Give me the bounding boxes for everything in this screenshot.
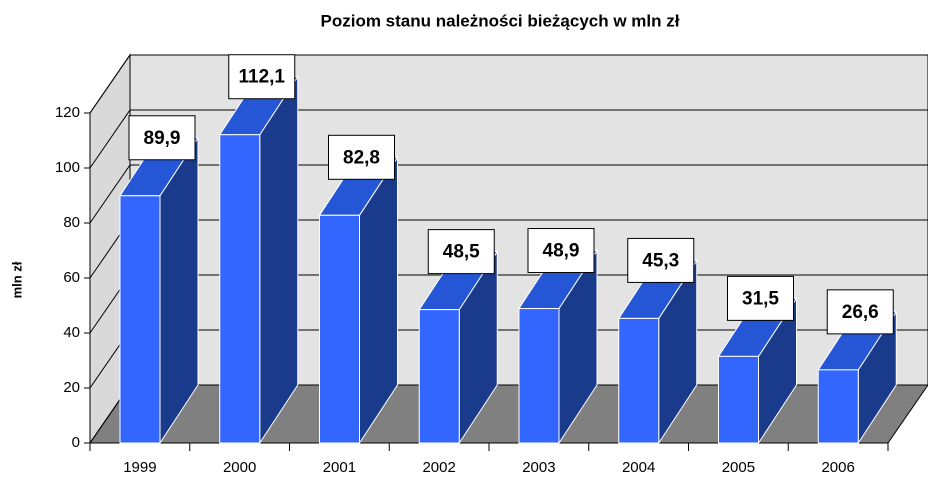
data-label-box — [228, 54, 296, 100]
data-label-box — [727, 275, 794, 321]
data-label-box — [128, 115, 196, 161]
x-tick-label: 2002 — [422, 459, 455, 476]
bar — [119, 195, 161, 444]
bar — [518, 308, 560, 444]
data-label: 82,8 — [343, 147, 380, 168]
y-tick-label: 40 — [63, 324, 80, 341]
data-label-box — [826, 289, 894, 335]
data-label: 48,9 — [543, 241, 580, 262]
data-label-box — [328, 134, 395, 180]
bar — [817, 369, 859, 444]
x-tick-label: 2006 — [821, 459, 854, 476]
y-tick-label: 120 — [55, 104, 80, 121]
y-tick-label: 20 — [63, 379, 80, 396]
data-label-box — [427, 229, 495, 275]
bar-side — [259, 75, 299, 445]
grid-line — [89, 164, 928, 224]
data-label-box — [527, 228, 595, 274]
chart-title: Poziom stanu należności bieżących w mln … — [321, 11, 680, 30]
bar — [418, 309, 460, 444]
y-tick-label: 60 — [63, 269, 80, 286]
data-label: 31,5 — [742, 288, 779, 309]
data-label-box — [627, 237, 695, 283]
data-label: 26,6 — [842, 302, 879, 323]
x-tick-label: 1999 — [123, 459, 156, 476]
data-label: 45,3 — [642, 250, 679, 271]
y-tick-label: 0 — [72, 434, 80, 451]
y-axis-label: mln zł — [9, 261, 24, 298]
x-tick-label: 2005 — [722, 459, 755, 476]
x-tick-label: 2003 — [522, 459, 555, 476]
bar — [718, 355, 759, 444]
bar — [319, 214, 360, 444]
grid-line — [89, 109, 928, 169]
y-tick-label: 100 — [55, 159, 80, 176]
floor — [89, 384, 928, 444]
data-label: 89,9 — [144, 128, 181, 149]
bar — [219, 134, 261, 444]
data-label: 112,1 — [239, 67, 286, 88]
x-tick-label: 2004 — [622, 459, 655, 476]
y-tick-label: 80 — [63, 214, 80, 231]
x-tick-label: 2000 — [223, 459, 256, 476]
bar — [618, 317, 660, 444]
grid-line — [89, 54, 928, 114]
x-tick-label: 2001 — [323, 459, 356, 476]
data-label: 48,5 — [443, 242, 480, 263]
